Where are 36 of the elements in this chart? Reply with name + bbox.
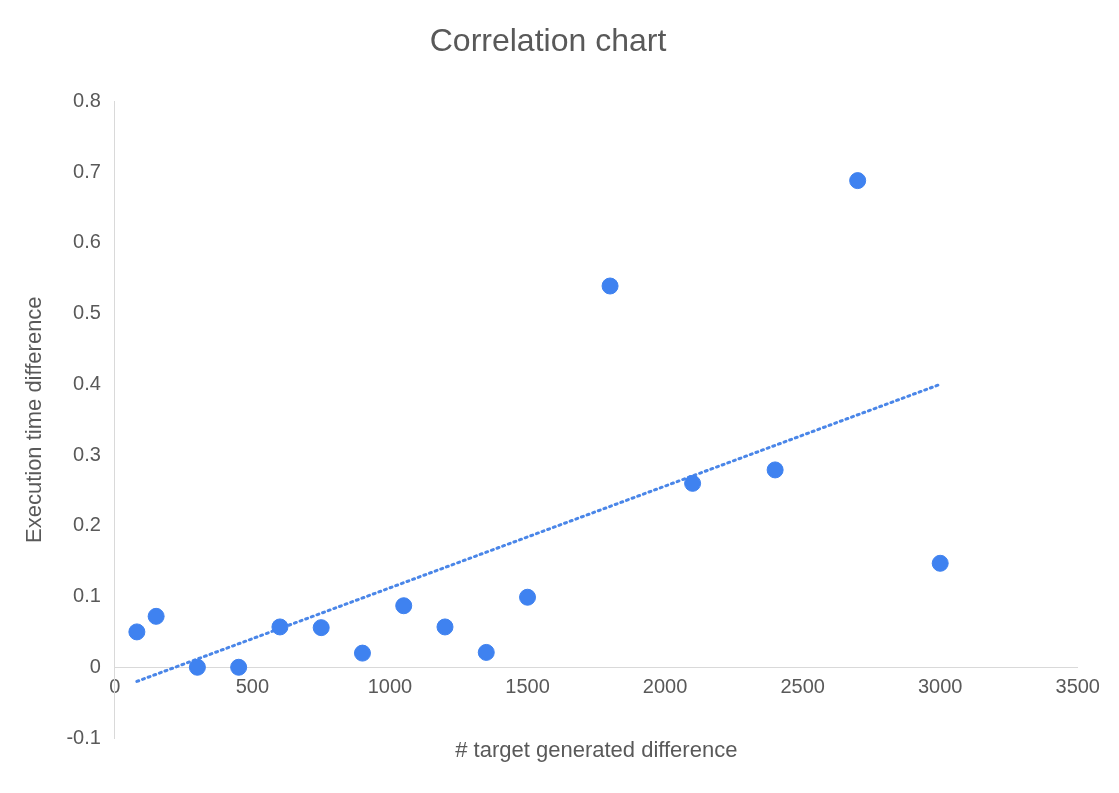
y-tick-label: -0.1 — [66, 725, 101, 748]
point — [849, 172, 867, 190]
point — [436, 618, 454, 636]
point — [312, 619, 330, 637]
y-tick-label: 0.4 — [73, 371, 101, 394]
x-tick-label: 2000 — [642, 674, 688, 697]
point — [147, 607, 165, 625]
point — [188, 658, 206, 676]
point — [353, 644, 371, 662]
point — [684, 474, 702, 492]
y-axis-title: Execution time difference — [21, 296, 47, 544]
x-axis-title: # target generated difference — [455, 736, 738, 762]
point — [519, 588, 537, 606]
x-tick-label: 500 — [235, 674, 270, 697]
x-tick-label: 2500 — [780, 674, 825, 697]
point — [395, 597, 413, 615]
point — [230, 658, 248, 676]
y-tick-label: 0.3 — [73, 442, 101, 465]
x-tick-label: 1000 — [367, 674, 413, 697]
y-tick-label: 0 — [89, 654, 101, 677]
y-tick-label: 0.8 — [73, 88, 101, 111]
y-tick-label: 0.1 — [73, 584, 101, 607]
point — [477, 643, 495, 661]
y-tick-label: 0.6 — [73, 230, 101, 253]
x-tick-label: 3000 — [917, 674, 963, 697]
point — [766, 461, 784, 479]
point — [128, 623, 146, 641]
x-tick-label: 1500 — [505, 674, 550, 697]
y-tick-label: 0.7 — [73, 159, 101, 182]
chart-title: Correlation chart — [429, 22, 667, 59]
y-tick-label: 0.2 — [73, 513, 101, 536]
point — [931, 554, 949, 572]
point — [271, 618, 289, 636]
point — [601, 277, 619, 295]
x-tick-label: 3500 — [1055, 674, 1100, 697]
y-tick-label: 0.5 — [73, 301, 101, 324]
